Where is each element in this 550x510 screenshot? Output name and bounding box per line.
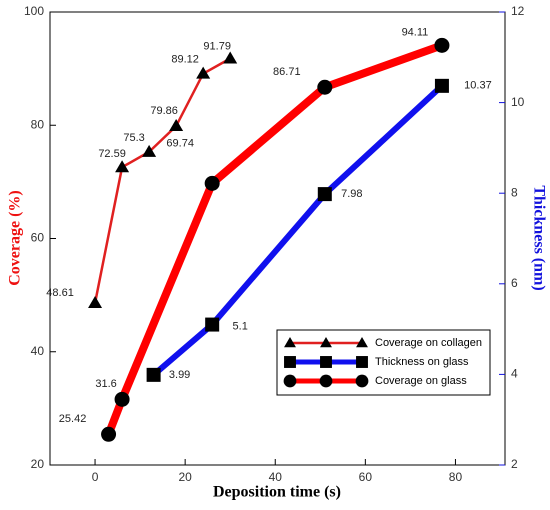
marker: [196, 66, 211, 79]
legend-marker: [284, 356, 296, 368]
marker: [115, 160, 130, 173]
marker: [169, 119, 184, 132]
y-tick-label: 100: [24, 4, 44, 18]
legend-marker: [355, 374, 369, 388]
marker: [101, 426, 117, 442]
marker: [434, 78, 449, 93]
legend-label: Thickness on glass: [375, 356, 469, 368]
series-line: [93, 57, 231, 304]
data-label: 72.59: [98, 148, 126, 160]
marker: [146, 367, 161, 382]
data-label: 86.71: [273, 66, 301, 78]
data-label: 69.74: [166, 137, 194, 149]
legend-marker: [320, 356, 332, 368]
data-label: 31.6: [95, 378, 116, 390]
legend-marker: [320, 337, 332, 348]
marker: [114, 391, 130, 407]
legend-marker: [283, 374, 297, 388]
legend-label: Coverage on collagen: [375, 337, 482, 349]
y-axis-label: Coverage (%): [7, 190, 24, 286]
legend-marker: [319, 374, 333, 388]
marker: [142, 144, 157, 157]
y2-tick-label: 12: [511, 4, 525, 18]
y-tick-label: 80: [31, 117, 45, 131]
marker: [317, 187, 332, 202]
y2-tick-label: 6: [511, 276, 518, 290]
data-label: 79.86: [150, 105, 178, 117]
data-label: 3.99: [169, 369, 190, 381]
data-label: 5.1: [233, 320, 248, 332]
marker: [317, 79, 333, 95]
marker: [205, 317, 220, 332]
data-label: 7.98: [341, 188, 362, 200]
legend-marker: [356, 337, 368, 348]
data-label: 75.3: [123, 132, 144, 144]
y-tick-label: 60: [31, 231, 45, 245]
y2-tick-label: 2: [511, 457, 518, 471]
y-tick-label: 40: [31, 344, 45, 358]
y2-axis-label: Thickness (nm): [530, 185, 547, 290]
marker: [223, 51, 238, 64]
legend-marker: [356, 356, 368, 368]
data-label: 89.12: [171, 54, 199, 66]
x-axis-label: Deposition time (s): [213, 484, 341, 501]
marker: [204, 175, 220, 191]
x-tick-label: 0: [92, 470, 99, 484]
data-label: 91.79: [203, 40, 231, 52]
x-tick-label: 80: [449, 470, 463, 484]
marker: [434, 37, 450, 53]
legend-label: Coverage on glass: [375, 375, 467, 387]
data-label: 48.61: [46, 287, 74, 299]
x-tick-label: 40: [269, 470, 283, 484]
legend-marker: [284, 337, 296, 348]
y2-tick-label: 8: [511, 185, 518, 199]
y2-tick-label: 10: [511, 95, 525, 109]
y2-tick-label: 4: [511, 367, 518, 381]
series-line: [151, 83, 444, 378]
y-tick-label: 20: [31, 457, 45, 471]
data-label: 10.37: [464, 80, 492, 92]
x-tick-label: 60: [359, 470, 373, 484]
marker: [88, 295, 103, 308]
data-label: 94.11: [402, 26, 429, 38]
x-tick-label: 20: [178, 470, 192, 484]
data-label: 25.42: [59, 413, 87, 425]
